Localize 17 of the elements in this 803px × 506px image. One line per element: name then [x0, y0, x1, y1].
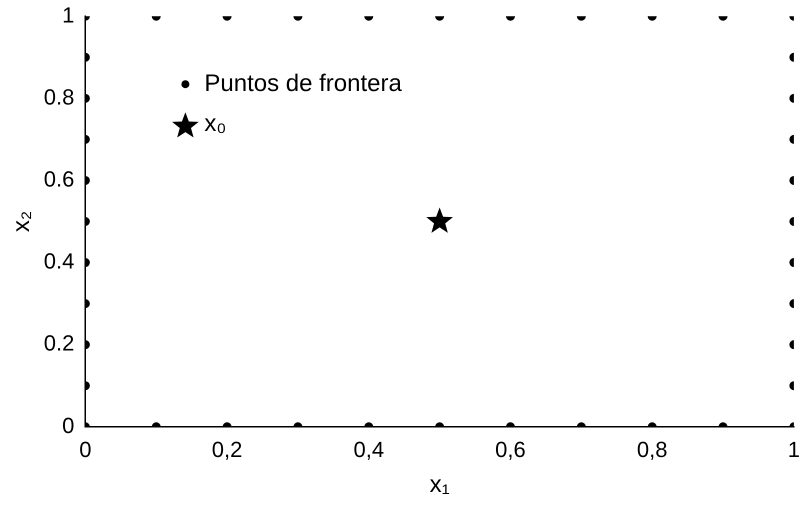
y-tick-label: 0.2 [44, 330, 74, 356]
x-tick-label: 0 [79, 437, 92, 462]
x-tick-label: 1 [788, 437, 800, 462]
point [426, 208, 453, 233]
y-tick-label: 0 [62, 412, 74, 438]
y-tick-label: 1 [62, 2, 74, 28]
y-tick-label: 0.4 [44, 248, 74, 274]
x-tick-label: 0,8 [636, 437, 668, 462]
y-axis-title: x₂ [8, 210, 36, 232]
x-tick-label: 0,6 [495, 437, 526, 462]
legend-label: x₀ [204, 110, 226, 137]
x-axis-title: x₁ [430, 471, 450, 498]
y-tick-label: 0.6 [44, 166, 74, 192]
y-tick-label: 0.8 [44, 84, 74, 110]
x-tick-label: 0,4 [353, 437, 384, 462]
x-tick-label: 0,2 [212, 437, 242, 462]
legend-label: Puntos de frontera [204, 70, 402, 97]
